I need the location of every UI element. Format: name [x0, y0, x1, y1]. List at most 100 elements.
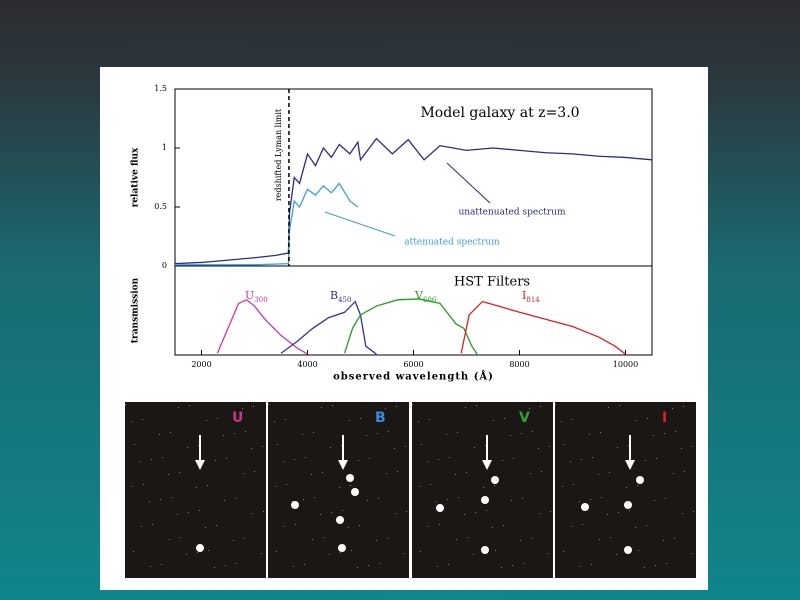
source	[636, 476, 644, 484]
noise	[656, 458, 657, 459]
series-line	[280, 300, 377, 355]
y-tick-label: 0.5	[154, 202, 167, 211]
filter-name: B	[330, 289, 338, 302]
noise	[178, 407, 179, 408]
noise	[331, 512, 332, 513]
noise	[235, 498, 236, 499]
noise	[438, 459, 439, 460]
noise	[150, 566, 151, 567]
x-tick-label: 2000	[191, 360, 211, 369]
noise	[455, 474, 456, 475]
noise	[510, 435, 511, 436]
noise	[456, 539, 457, 540]
noise	[132, 486, 133, 487]
noise	[330, 447, 331, 448]
noise	[348, 527, 349, 528]
noise	[646, 525, 647, 526]
noise	[302, 434, 303, 435]
arrow-head	[195, 460, 205, 470]
noise	[523, 563, 524, 564]
y-tick-label: 1	[162, 143, 167, 152]
noise	[513, 458, 514, 459]
noise	[447, 499, 448, 500]
noise	[262, 446, 263, 447]
filter-label: B450	[330, 289, 351, 304]
noise	[295, 524, 296, 525]
noise	[208, 550, 209, 551]
y-axis-label: transmission	[131, 277, 141, 343]
noise	[162, 457, 163, 458]
noise	[674, 538, 675, 539]
noise	[332, 405, 333, 406]
noise	[274, 421, 275, 422]
noise	[377, 433, 378, 434]
noise	[254, 471, 255, 472]
noise	[449, 457, 450, 458]
image-panel	[268, 402, 409, 578]
noise	[683, 406, 684, 407]
noise	[549, 446, 550, 447]
noise	[436, 501, 437, 502]
noise	[564, 444, 565, 445]
noise	[161, 564, 162, 565]
noise	[149, 501, 150, 502]
source	[351, 488, 359, 496]
noise	[313, 432, 314, 433]
noise	[645, 460, 646, 461]
noise	[360, 418, 361, 419]
noise	[446, 434, 447, 435]
noise	[590, 499, 591, 500]
panel-label: B	[375, 410, 386, 426]
noise	[663, 540, 664, 541]
panel-label: U	[232, 410, 243, 426]
series-line	[216, 299, 308, 355]
noise	[675, 431, 676, 432]
arrow-head	[338, 460, 348, 470]
noise	[376, 540, 377, 541]
noise	[170, 432, 171, 433]
noise	[428, 526, 429, 527]
noise	[418, 421, 419, 422]
noise	[610, 537, 611, 538]
noise	[635, 527, 636, 528]
noise	[521, 433, 522, 434]
source	[624, 501, 632, 509]
noise	[531, 538, 532, 539]
noise	[323, 537, 324, 538]
noise	[133, 551, 134, 552]
noise	[368, 565, 369, 566]
x-axis-label: observed wavelength (Å)	[333, 371, 494, 383]
noise	[412, 404, 413, 405]
noise	[244, 538, 245, 539]
noise	[682, 513, 683, 514]
noise	[653, 435, 654, 436]
noise	[205, 527, 206, 528]
noise	[563, 551, 564, 552]
noise	[601, 497, 602, 498]
noise	[448, 564, 449, 565]
noise	[189, 405, 190, 406]
noise	[495, 550, 496, 551]
noise	[539, 513, 540, 514]
noise	[251, 448, 252, 449]
noise	[465, 407, 466, 408]
noise	[143, 484, 144, 485]
noise	[654, 500, 655, 501]
noise	[485, 445, 486, 446]
source	[624, 546, 632, 554]
source	[338, 544, 346, 552]
noise	[312, 539, 313, 540]
noise	[268, 404, 269, 405]
noise	[233, 540, 234, 541]
noise	[305, 457, 306, 458]
panel-label: I	[662, 410, 667, 426]
noise	[512, 565, 513, 566]
noise	[396, 406, 397, 407]
filter-subscript: 300	[254, 296, 267, 304]
noise	[405, 446, 406, 447]
noise	[358, 460, 359, 461]
noise	[628, 445, 629, 446]
noise	[475, 512, 476, 513]
